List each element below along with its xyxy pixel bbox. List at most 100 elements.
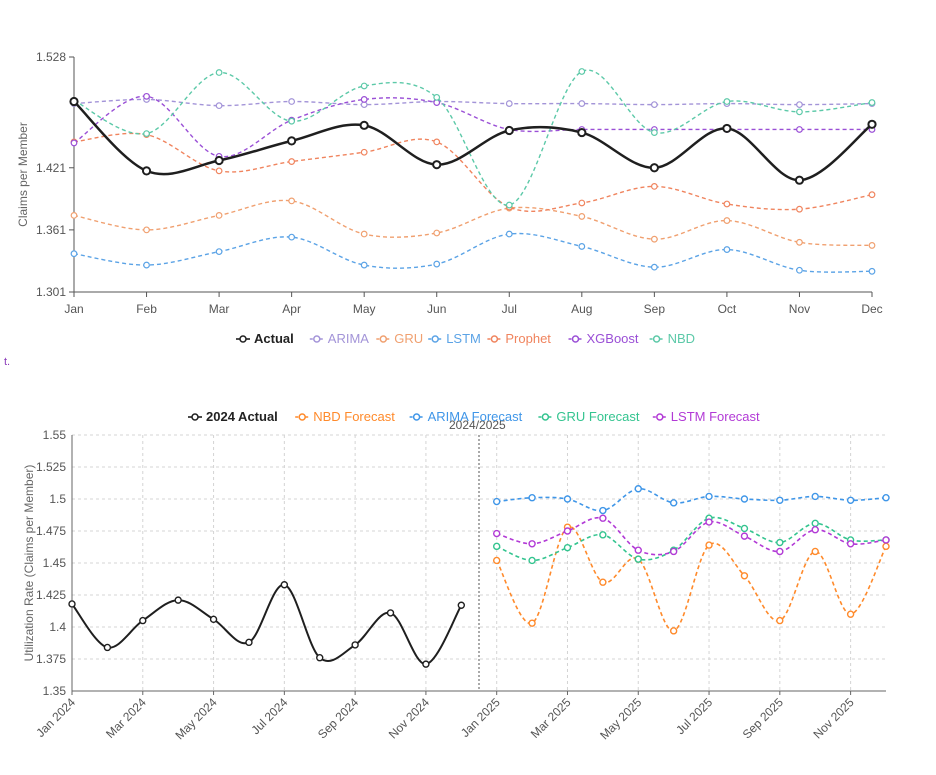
series-line [73, 100, 873, 182]
data-point [360, 96, 368, 103]
x-tick-label: Apr [282, 302, 301, 316]
legend-swatch-marker [379, 335, 388, 343]
series-prophet [70, 131, 876, 213]
y-tick-label: 1.5 [49, 492, 66, 506]
data-point [776, 538, 784, 547]
data-point [245, 638, 253, 647]
data-point [578, 100, 586, 107]
series-line [73, 98, 873, 107]
data-point [174, 596, 182, 604]
x-tick-label: Jul 2025 [673, 695, 715, 737]
data-point [882, 542, 890, 551]
series-line [73, 232, 873, 273]
data-point [143, 130, 150, 138]
data-point [578, 199, 586, 207]
data-point [868, 242, 876, 249]
data-point [882, 494, 890, 502]
data-point [143, 261, 150, 269]
legend-label: LSTM [446, 331, 481, 346]
data-point [492, 556, 501, 565]
data-point [723, 217, 731, 224]
series-2024-actual [68, 581, 466, 668]
y-tick-label: 1.421 [36, 161, 66, 175]
legend-swatch-marker [313, 335, 321, 343]
y-tick-label: 1.45 [43, 556, 67, 570]
data-point [432, 160, 442, 170]
data-point [288, 197, 296, 205]
legend: 2024 Actual NBD Forecast ARIMA Forecast GRU… [188, 409, 760, 424]
data-point [811, 519, 819, 528]
data-point [528, 619, 536, 627]
data-point [433, 260, 441, 268]
data-point [669, 627, 678, 635]
data-point [740, 532, 749, 540]
y-tick-label: 1.475 [36, 524, 66, 538]
data-point [505, 201, 513, 209]
x-tick-label: Feb [136, 302, 157, 316]
legend-swatch-marker [298, 413, 306, 421]
legend-item: Prophet [487, 331, 551, 346]
data-point [599, 578, 607, 586]
data-point [492, 529, 501, 538]
y-tick-label: 1.375 [36, 652, 66, 666]
data-point [811, 492, 819, 501]
legend-item: NBD [649, 331, 695, 346]
data-point [634, 555, 642, 563]
series-gru-forecast [492, 514, 890, 565]
series-line [73, 95, 872, 158]
x-tick-label: Nov [789, 302, 810, 316]
data-point [811, 526, 819, 534]
data-point [351, 641, 359, 649]
data-point [794, 175, 805, 185]
data-point [215, 211, 223, 219]
data-point [103, 643, 112, 652]
bottom-chart-panel: 1.55 1.525 1.5 1.475 1.45 1.425 1.4 1.375 1.35 Ja… [0, 388, 936, 775]
x-tick-label: Mar 2024 [103, 695, 149, 741]
data-point [360, 261, 368, 269]
x-tick-label: Aug [571, 302, 592, 316]
x-tick-label: Dec [861, 302, 882, 316]
data-point [776, 616, 784, 625]
legend-swatch-marker [412, 413, 421, 421]
data-point [705, 541, 713, 549]
x-tick-label: Sep [644, 302, 666, 316]
data-point [723, 200, 731, 208]
series-line [496, 516, 887, 556]
data-point [288, 233, 296, 241]
bottom-chart-svg: 1.551.5251.51.4751.451.4251.41.3751.35Ja… [22, 409, 890, 742]
data-point [796, 238, 803, 246]
y-tick-label: 1.525 [36, 460, 66, 474]
y-tick-label: 1.528 [36, 50, 66, 64]
legend-label: Prophet [505, 331, 551, 346]
data-point [288, 98, 296, 105]
x-tick-label: Sep 2025 [740, 695, 786, 741]
data-point [287, 136, 297, 146]
data-point [528, 540, 536, 548]
y-tick-label: 1.425 [36, 588, 66, 602]
series-line [496, 487, 887, 512]
data-point [209, 615, 218, 624]
data-point [68, 600, 76, 608]
data-point [868, 99, 876, 106]
data-point [867, 119, 877, 129]
data-point [650, 183, 658, 190]
data-point [650, 129, 658, 136]
data-point [215, 167, 223, 175]
data-point [650, 235, 658, 243]
data-point [386, 609, 395, 617]
data-point [492, 542, 501, 551]
data-point [796, 126, 803, 133]
data-point [882, 536, 890, 544]
data-point [528, 494, 536, 502]
data-point [505, 230, 513, 238]
x-tick-label: May 2024 [173, 695, 220, 742]
data-point [577, 127, 587, 138]
y-tick-label: 1.35 [43, 684, 67, 698]
legend-item: GRU Forecast [538, 409, 640, 424]
data-point [669, 499, 678, 507]
legend-label: Actual [254, 331, 294, 346]
data-point [846, 610, 855, 618]
data-point [505, 100, 513, 107]
legend-item: Actual [236, 331, 294, 346]
series-arima [70, 96, 876, 110]
